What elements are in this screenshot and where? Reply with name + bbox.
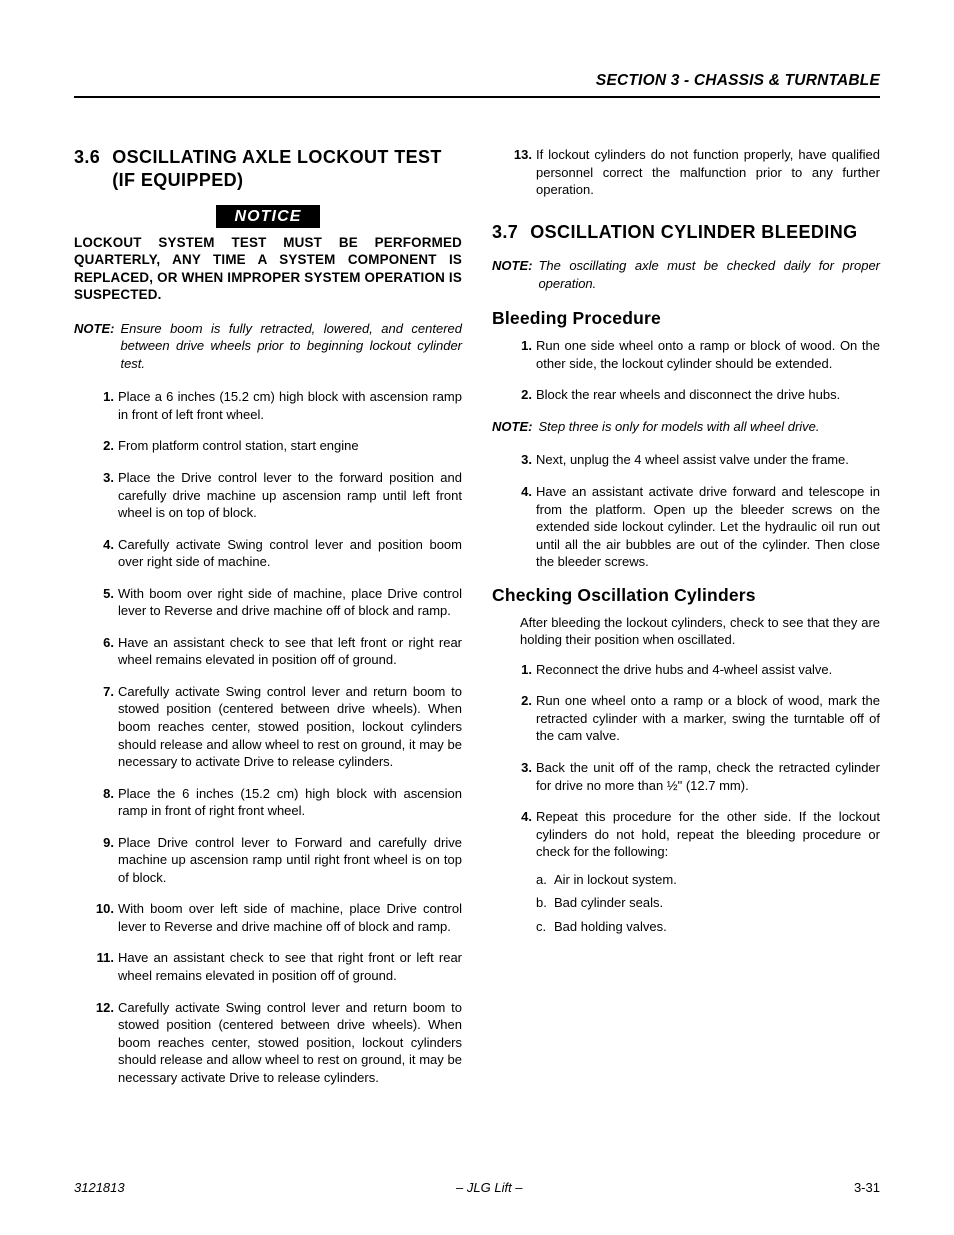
note-label: NOTE:	[74, 320, 114, 373]
step: Place the 6 inches (15.2 cm) high block …	[118, 785, 462, 820]
check-intro: After bleeding the lockout cylinders, ch…	[520, 614, 880, 649]
column-right: If lockout cylinders do not function pro…	[492, 146, 880, 1100]
heading-number: 3.7	[492, 221, 518, 244]
subitem: Bad holding valves.	[554, 918, 880, 936]
check-sublist: Air in lockout system. Bad cylinder seal…	[536, 871, 880, 936]
heading-text: OSCILLATION CYLINDER BLEEDING	[530, 221, 880, 244]
notice-badge: NOTICE	[216, 205, 319, 228]
subitem: Air in lockout system.	[554, 871, 880, 889]
steps-check: Reconnect the drive hubs and 4-wheel ass…	[492, 661, 880, 936]
step: Place the Drive control lever to the for…	[118, 469, 462, 522]
step: Block the rear wheels and disconnect the…	[536, 386, 880, 404]
notice-wrap: NOTICE	[74, 205, 462, 234]
note-body: Ensure boom is fully retracted, lowered,…	[120, 320, 462, 373]
steps-bleed-b: Next, unplug the 4 wheel assist valve un…	[492, 451, 880, 570]
footer-product: – JLG Lift –	[456, 1180, 522, 1195]
step: Run one side wheel onto a ramp or block …	[536, 337, 880, 372]
column-left: 3.6 OSCILLATING AXLE LOCKOUT TEST (IF EQ…	[74, 146, 462, 1100]
step-text: Repeat this procedure for the other side…	[536, 809, 880, 859]
section-header: SECTION 3 - CHASSIS & TURNTABLE	[74, 72, 880, 98]
footer-docnum: 3121813	[74, 1180, 125, 1195]
note-3-6: NOTE: Ensure boom is fully retracted, lo…	[74, 320, 462, 373]
note-label: NOTE:	[492, 257, 532, 292]
step: From platform control station, start eng…	[118, 437, 462, 455]
heading-text: OSCILLATING AXLE LOCKOUT TEST (IF EQUIPP…	[112, 146, 462, 191]
heading-3-7: 3.7 OSCILLATION CYLINDER BLEEDING	[492, 221, 880, 244]
step: Carefully activate Swing control lever a…	[118, 683, 462, 771]
step: Reconnect the drive hubs and 4-wheel ass…	[536, 661, 880, 679]
step: Carefully activate Swing control lever a…	[118, 536, 462, 571]
footer-pagenum: 3-31	[854, 1180, 880, 1195]
step: Next, unplug the 4 wheel assist valve un…	[536, 451, 880, 469]
content-columns: 3.6 OSCILLATING AXLE LOCKOUT TEST (IF EQ…	[74, 146, 880, 1100]
step: If lockout cylinders do not function pro…	[536, 146, 880, 199]
step: Place a 6 inches (15.2 cm) high block wi…	[118, 388, 462, 423]
heading-3-6: 3.6 OSCILLATING AXLE LOCKOUT TEST (IF EQ…	[74, 146, 462, 191]
subhead-checking: Checking Oscillation Cylinders	[492, 585, 880, 606]
subitem: Bad cylinder seals.	[554, 894, 880, 912]
note-3-7-a: NOTE: The oscillating axle must be check…	[492, 257, 880, 292]
note-body: The oscillating axle must be checked dai…	[538, 257, 880, 292]
step: Have an assistant check to see that left…	[118, 634, 462, 669]
step: Repeat this procedure for the other side…	[536, 808, 880, 935]
steps-bleed-a: Run one side wheel onto a ramp or block …	[492, 337, 880, 404]
heading-number: 3.6	[74, 146, 100, 191]
step: Have an assistant activate drive forward…	[536, 483, 880, 571]
note-label: NOTE:	[492, 418, 532, 436]
notice-body: LOCKOUT SYSTEM TEST MUST BE PERFORMED QU…	[74, 234, 462, 304]
step: Have an assistant check to see that righ…	[118, 949, 462, 984]
page-footer: 3121813 – JLG Lift – 3-31	[74, 1180, 880, 1195]
step: Run one wheel onto a ramp or a block of …	[536, 692, 880, 745]
step: With boom over right side of machine, pl…	[118, 585, 462, 620]
step: With boom over left side of machine, pla…	[118, 900, 462, 935]
step: Carefully activate Swing control lever a…	[118, 999, 462, 1087]
subhead-bleeding: Bleeding Procedure	[492, 308, 880, 329]
step: Back the unit off of the ramp, check the…	[536, 759, 880, 794]
step: Place Drive control lever to Forward and…	[118, 834, 462, 887]
note-body: Step three is only for models with all w…	[538, 418, 880, 436]
note-3-7-b: NOTE: Step three is only for models with…	[492, 418, 880, 436]
steps-3-6-cont: If lockout cylinders do not function pro…	[492, 146, 880, 199]
steps-3-6: Place a 6 inches (15.2 cm) high block wi…	[74, 388, 462, 1086]
